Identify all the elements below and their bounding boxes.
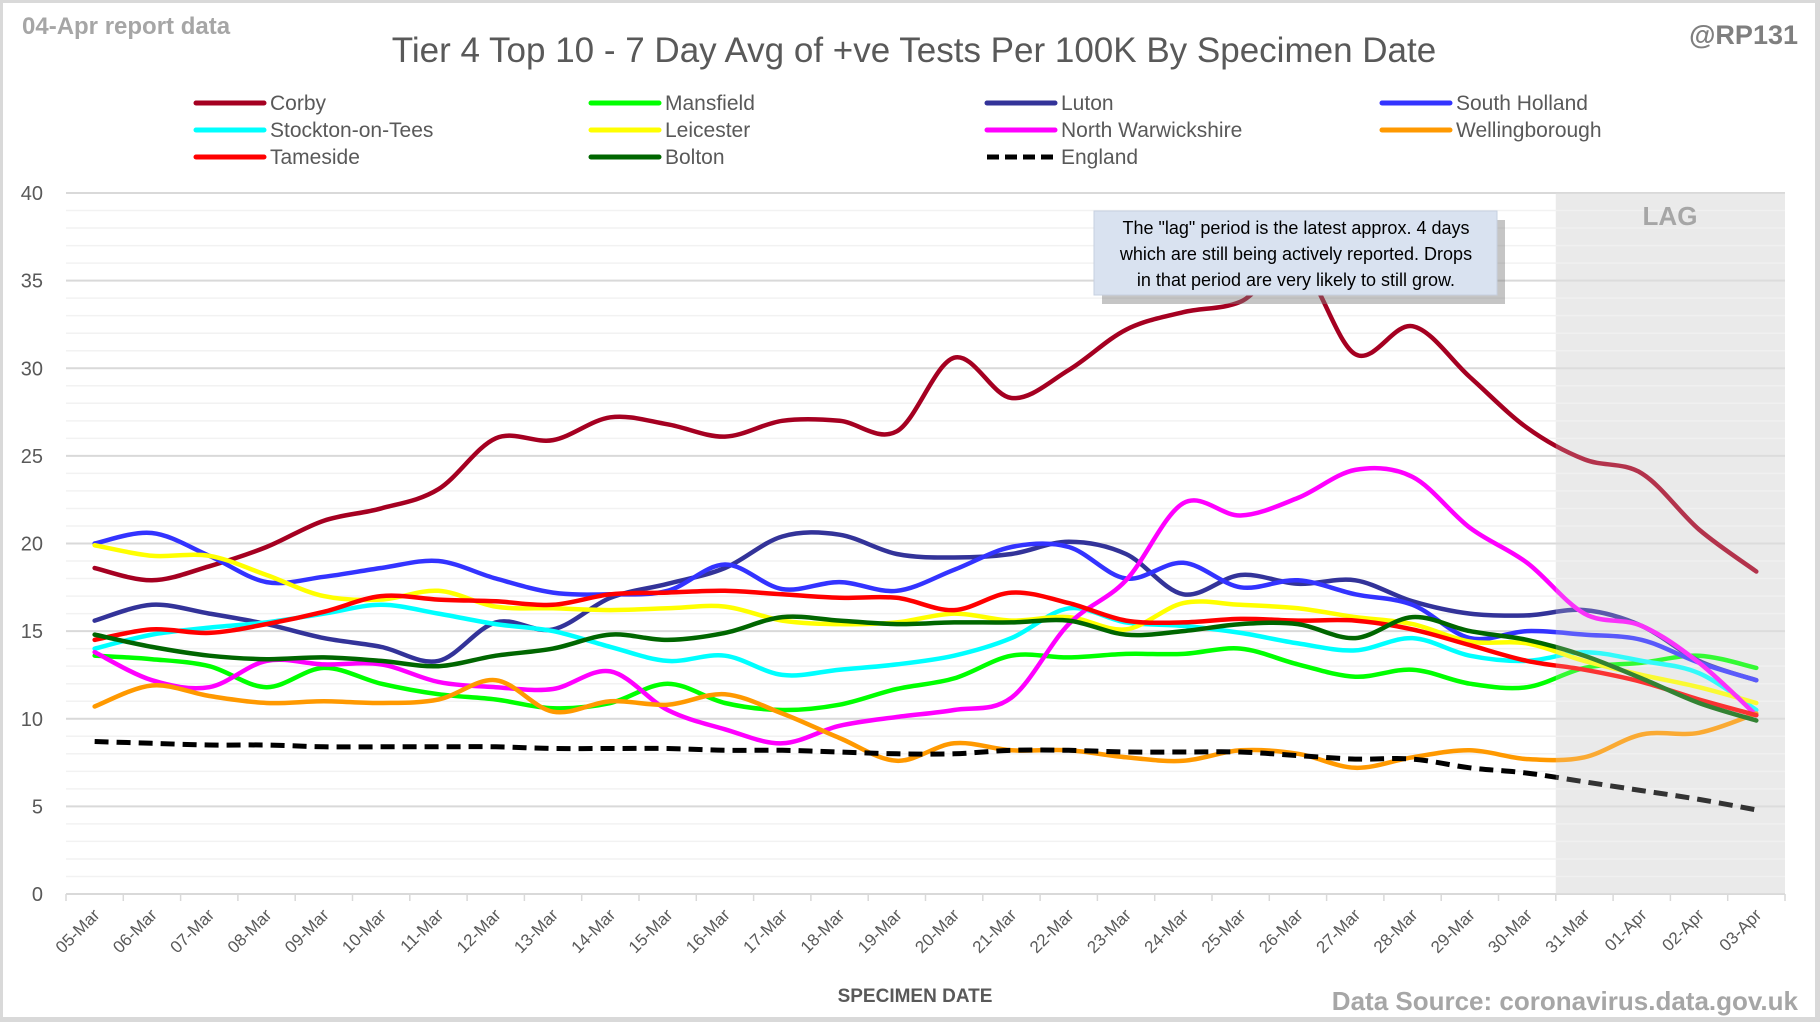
series-line-mansfield [92,646,1759,713]
lag-note-line-2: which are still being actively reported.… [1119,244,1472,264]
series-lines [92,259,1759,813]
y-tick-label: 0 [32,884,43,906]
x-tick-label: 28-Mar [1370,905,1422,957]
legend-item-luton[interactable]: Luton [984,92,1114,115]
x-tick-label: 17-Mar [740,905,792,957]
y-tick-label: 40 [21,183,43,205]
legend-item-tameside[interactable]: Tameside [193,146,360,169]
legend-label: North Warwickshire [1061,119,1242,142]
lag-note-line-1: The "lag" period is the latest approx. 4… [1123,218,1470,238]
legend-label: Wellingborough [1456,119,1602,142]
x-tick-label: 10-Mar [338,905,390,957]
lag-label: LAG [1643,201,1698,231]
legend-item-mansfield[interactable]: Mansfield [588,92,755,115]
x-tick-label: 20-Mar [911,905,963,957]
x-tick-label: 01-Apr [1601,905,1651,955]
series-line-south-holland [92,530,1759,683]
legend-item-corby[interactable]: Corby [193,92,327,115]
x-tick-label: 07-Mar [167,905,219,957]
lag-note-line-3: in that period are very likely to still … [1137,270,1455,290]
y-tick-label: 5 [32,796,43,818]
legend-item-england[interactable]: England [987,146,1138,169]
data-source: Data Source: coronavirus.data.gov.uk [1332,986,1799,1016]
y-tick-label: 25 [21,446,43,468]
series-line-leicester [92,543,1759,706]
series-line-tameside [92,588,1759,718]
legend-label: England [1061,146,1138,169]
lag-note-box: The "lag" period is the latest approx. 4… [1093,210,1505,304]
legend-item-south-holland[interactable]: South Holland [1379,92,1588,115]
legend-label: Luton [1061,92,1114,115]
legend-label: Bolton [665,146,725,169]
legend-label: South Holland [1456,92,1588,115]
x-tick-label: 30-Mar [1484,905,1536,957]
x-tick-label: 19-Mar [854,905,906,957]
series-line-bolton [92,614,1759,723]
legend: Corby Mansfield Luton South Holland Stockton… [193,92,1602,169]
x-tick-label: 11-Mar [397,905,448,956]
legend-label: Tameside [270,146,360,169]
x-tick-label: 27-Mar [1313,905,1365,957]
series-line-luton [92,530,1759,683]
legend-label: Stockton-on-Tees [270,119,433,142]
legend-item-wellingborough[interactable]: Wellingborough [1379,119,1602,142]
x-tick-label: 16-Mar [682,905,734,957]
y-tick-label: 30 [21,358,43,380]
x-tick-label: 03-Apr [1716,905,1766,955]
legend-item-north-warwickshire[interactable]: North Warwickshire [984,119,1242,142]
x-tick-label: 08-Mar [224,905,276,957]
x-tick-label: 06-Mar [109,905,161,957]
x-tick-label: 25-Mar [1198,905,1250,957]
x-tick-label: 18-Mar [797,905,849,957]
author-handle: @RP131 [1689,20,1798,50]
x-tick-label: 12-Mar [453,905,505,957]
legend-label: Leicester [665,119,750,142]
x-tick-label: 24-Mar [1141,905,1193,957]
series-line-north-warwickshire [92,465,1759,746]
x-axis-title: SPECIMEN DATE [838,986,993,1007]
lag-overlay [1555,193,1785,894]
legend-item-stockton-on-tees[interactable]: Stockton-on-Tees [193,119,433,142]
legend-item-bolton[interactable]: Bolton [588,146,725,169]
x-tick-label: 09-Mar [281,905,333,957]
chart-frame [3,3,1815,1017]
x-tick-label: 15-Mar [625,905,677,957]
series-line-corby [92,259,1759,583]
x-tick-label: 13-Mar [510,905,562,957]
x-tick-label: 14-Mar [568,905,620,957]
y-tick-label: 35 [21,271,43,293]
series-line-stockton-on-tees [92,602,1759,713]
legend-label: Corby [270,92,327,115]
x-tick-label: 31-Mar [1542,905,1594,957]
y-tick-label: 10 [21,709,43,731]
x-tick-label: 02-Apr [1658,905,1708,955]
x-tick-label: 23-Mar [1083,905,1135,957]
x-tick-label: 22-Mar [1026,905,1078,957]
y-tick-label: 15 [21,621,43,643]
legend-label: Mansfield [665,92,755,115]
legend-item-leicester[interactable]: Leicester [588,119,750,142]
chart-title: Tier 4 Top 10 - 7 Day Avg of +ve Tests P… [392,31,1436,70]
report-date-label: 04-Apr report data [22,13,231,40]
y-tick-label: 20 [21,534,43,556]
x-tick-label: 05-Mar [52,905,104,957]
x-tick-label: 21-Mar [969,905,1021,957]
x-tick-label: 26-Mar [1255,905,1307,957]
x-tick-label: 29-Mar [1427,905,1479,957]
series-line-wellingborough [92,677,1759,771]
